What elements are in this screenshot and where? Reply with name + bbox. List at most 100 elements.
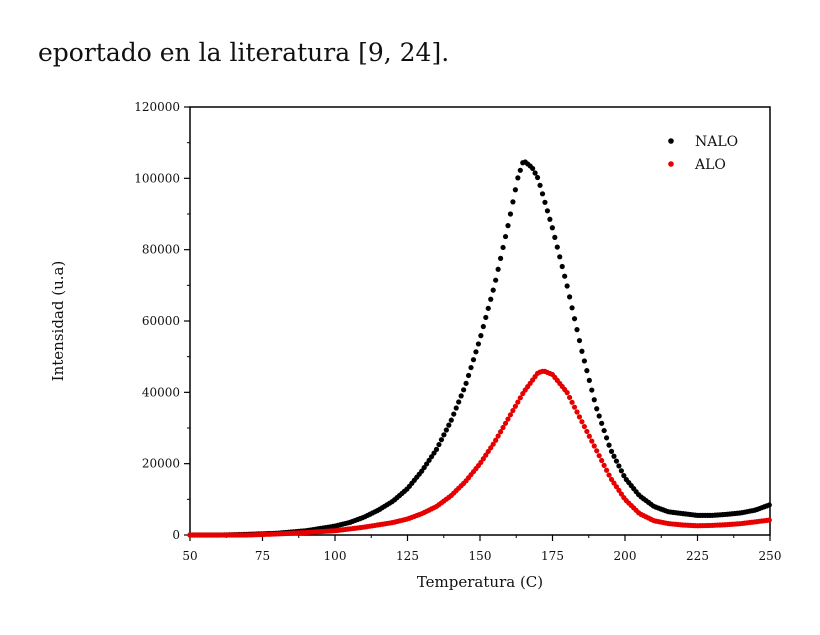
legend: NALO ALO: [668, 134, 738, 173]
data-point: [616, 463, 622, 469]
data-point: [586, 377, 592, 383]
data-point: [766, 517, 772, 523]
data-point: [611, 480, 617, 486]
data-point: [549, 225, 555, 231]
data-point: [569, 399, 575, 405]
data-point: [480, 323, 486, 330]
data-point: [500, 424, 506, 431]
data-point: [507, 412, 514, 418]
data-point: [485, 448, 491, 455]
series-layer: [187, 159, 772, 538]
data-point: [483, 452, 489, 458]
data-point: [443, 427, 449, 433]
data-point: [475, 341, 482, 347]
data-point: [490, 441, 496, 447]
data-point: [613, 458, 620, 464]
x-tick-label: 50: [182, 549, 197, 563]
data-point: [562, 273, 568, 279]
data-point: [611, 453, 617, 459]
data-point: [579, 348, 585, 354]
data-point: [603, 435, 610, 441]
data-point: [453, 405, 459, 411]
data-point: [461, 387, 467, 393]
data-point: [599, 457, 605, 464]
data-point: [438, 437, 445, 443]
data-point: [586, 433, 592, 439]
data-point: [530, 165, 536, 172]
data-point: [436, 441, 442, 448]
y-tick-label: 120000: [134, 100, 180, 114]
data-point: [505, 223, 511, 229]
y-tick-label: 60000: [142, 314, 180, 328]
data-point: [574, 327, 580, 333]
data-point: [458, 393, 464, 399]
data-point: [559, 263, 565, 270]
data-point: [608, 476, 615, 483]
data-point: [576, 337, 583, 344]
data-point: [488, 445, 494, 451]
data-point: [589, 387, 595, 393]
data-point: [465, 372, 472, 379]
data-point: [594, 406, 600, 412]
data-point: [591, 443, 597, 449]
data-point: [515, 175, 521, 181]
data-point: [618, 468, 624, 474]
x-tick-label: 175: [541, 549, 564, 563]
data-point: [497, 255, 504, 261]
data-point: [542, 199, 548, 205]
data-point: [606, 472, 612, 478]
x-tick-label: 225: [686, 549, 709, 563]
data-point: [426, 457, 432, 463]
data-point: [581, 358, 588, 364]
x-tick-label: 125: [396, 549, 419, 563]
series-nalo: [187, 159, 772, 538]
data-point: [470, 357, 477, 363]
data-point: [552, 234, 558, 240]
data-point: [468, 364, 474, 371]
data-point: [571, 404, 578, 410]
data-point: [488, 296, 494, 302]
y-tick-label: 20000: [142, 457, 180, 471]
data-point: [431, 450, 437, 456]
data-point: [478, 333, 484, 339]
data-point: [495, 433, 501, 439]
data-point: [579, 419, 585, 425]
data-point: [473, 349, 479, 355]
x-tick-label: 100: [324, 549, 347, 563]
series-alo: [187, 368, 772, 538]
data-point: [601, 462, 607, 468]
data-point: [512, 187, 518, 193]
plot-frame: [189, 106, 771, 536]
data-point: [515, 399, 521, 405]
data-point: [510, 199, 516, 205]
x-axis: 50 75 100 125 150 175 200 225 250: [182, 535, 781, 563]
data-point: [584, 368, 590, 374]
data-point: [478, 459, 484, 465]
data-point: [497, 429, 504, 435]
data-point: [616, 487, 622, 493]
y-tick-label: 40000: [142, 385, 180, 399]
data-point: [591, 397, 597, 403]
x-tick-label: 150: [469, 549, 492, 563]
data-point: [603, 467, 610, 473]
data-point: [557, 254, 563, 260]
data-point: [463, 380, 469, 386]
data-point: [601, 427, 607, 434]
legend-label: ALO: [694, 157, 726, 173]
data-point: [596, 453, 602, 459]
legend-marker: [668, 138, 674, 144]
data-point: [493, 437, 499, 443]
data-point: [596, 413, 602, 419]
data-point: [539, 191, 546, 197]
data-point: [433, 446, 440, 452]
data-point: [517, 167, 523, 173]
plot-area: 50 75 100 125 150 175 200 225 250 0 20000 40000 600…: [134, 100, 781, 563]
y-tick-label: 100000: [134, 171, 180, 185]
data-point: [534, 174, 541, 181]
data-point: [608, 448, 615, 454]
data-point: [576, 414, 583, 420]
data-point: [446, 422, 452, 428]
y-tick-label: 80000: [142, 243, 180, 257]
data-point: [485, 305, 491, 311]
legend-label: NALO: [695, 134, 738, 150]
